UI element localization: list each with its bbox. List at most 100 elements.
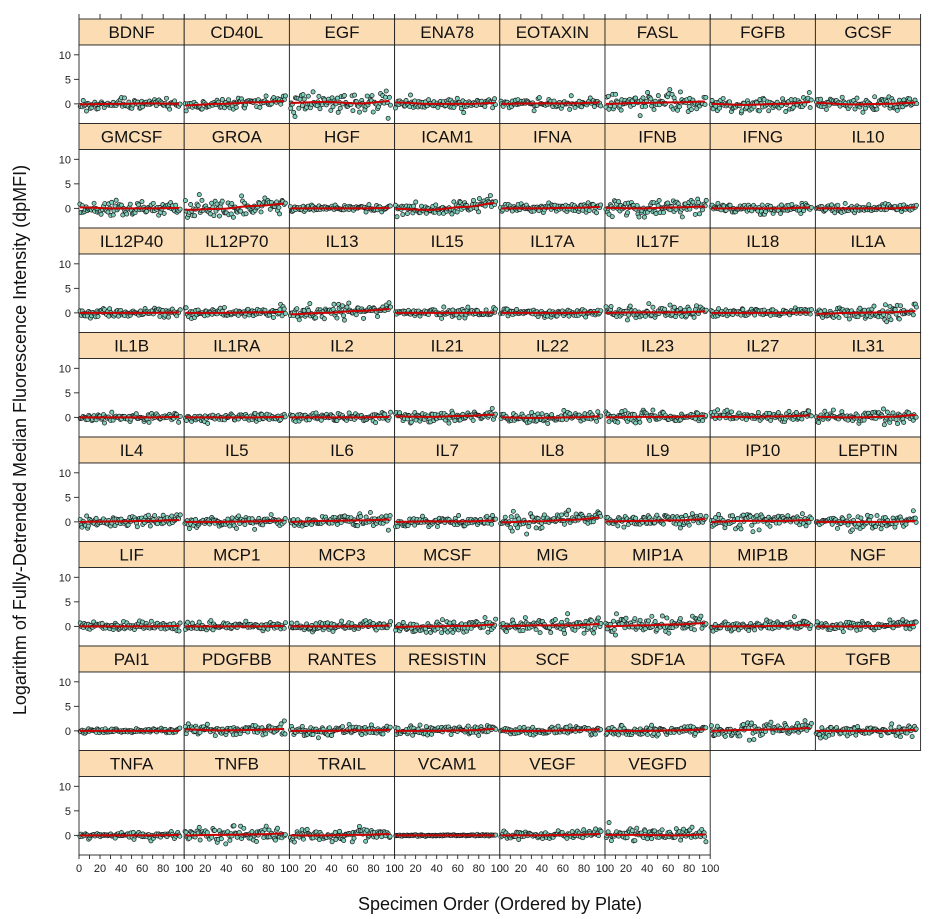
data-point [633, 515, 639, 521]
data-point [623, 615, 629, 621]
data-point [659, 613, 665, 619]
panel: IL18 [708, 227, 816, 333]
data-point [689, 511, 695, 517]
data-point [364, 93, 370, 99]
panel-plot-area [394, 44, 501, 124]
panel: IL22 [498, 332, 606, 438]
data-point [608, 303, 614, 309]
data-point [703, 513, 709, 519]
data-point [564, 617, 570, 623]
smooth-line [711, 206, 811, 210]
data-point [756, 108, 762, 114]
data-point [456, 513, 462, 518]
panel-plot-area [288, 358, 396, 438]
panel: IL2 [287, 332, 396, 438]
data-point [868, 514, 874, 519]
data-point [260, 522, 266, 528]
panel-strip [288, 18, 396, 46]
panel-title: IL22 [536, 337, 569, 356]
data-point [716, 512, 722, 517]
data-point [683, 513, 689, 518]
data-point [621, 524, 627, 530]
data-point [846, 513, 852, 519]
data-point [675, 107, 680, 113]
data-point [724, 407, 730, 413]
panel-plot-area [604, 567, 711, 647]
data-point [268, 512, 274, 518]
data-point [482, 615, 488, 621]
data-point [799, 511, 805, 517]
data-point [145, 512, 151, 518]
data-point [694, 106, 700, 112]
data-point [625, 210, 630, 216]
data-point [373, 420, 379, 426]
data-point [492, 96, 497, 102]
data-point [470, 417, 476, 423]
panel-title: IL6 [330, 441, 354, 460]
data-point [717, 105, 722, 111]
data-point [489, 521, 495, 527]
panel-plot-area [183, 149, 290, 229]
panel: IL17A [498, 227, 606, 333]
data-point [454, 95, 460, 101]
panel-title: GCSF [844, 23, 891, 42]
panel-plot-area [183, 358, 290, 438]
data-point [738, 526, 744, 532]
data-point [779, 202, 784, 208]
data-point [913, 619, 919, 625]
data-point [305, 93, 311, 99]
data-point [755, 409, 761, 415]
data-point [858, 515, 864, 521]
panel: EOTAXIN [498, 18, 606, 124]
data-point [854, 95, 860, 101]
data-point [177, 307, 183, 313]
panel-plot-area [604, 462, 711, 542]
data-point [385, 527, 391, 533]
data-point [642, 214, 647, 220]
data-point [509, 528, 515, 534]
data-point [691, 314, 697, 320]
smooth-line [816, 206, 916, 210]
panel-title: CD40L [210, 23, 263, 42]
data-point [233, 525, 239, 531]
data-point [882, 302, 888, 308]
data-point [433, 202, 439, 208]
data-point [239, 193, 245, 199]
panel: ICAM1 [393, 123, 501, 229]
panel: IL4 [77, 436, 185, 542]
data-point [613, 632, 618, 638]
panel-plot-area [499, 44, 606, 124]
data-point [655, 93, 661, 99]
data-point [313, 410, 319, 416]
data-point [493, 306, 498, 312]
data-point [400, 212, 406, 217]
data-point [450, 307, 456, 313]
data-point [818, 96, 824, 102]
panel: IFNG [708, 123, 816, 229]
data-point [667, 87, 673, 92]
data-point [199, 197, 205, 203]
data-point [352, 92, 357, 98]
data-point [679, 214, 685, 220]
data-point [688, 107, 694, 112]
data-point [720, 96, 726, 101]
data-point [588, 618, 594, 623]
data-point [85, 523, 91, 529]
panel-title: IL31 [851, 337, 884, 356]
panel-plot-area [288, 253, 396, 333]
data-point [533, 627, 539, 633]
data-point [361, 315, 367, 321]
data-point [839, 94, 845, 100]
data-point [545, 421, 551, 426]
data-point [698, 613, 704, 619]
data-point [524, 531, 530, 537]
data-point [493, 616, 499, 622]
data-point [370, 109, 376, 115]
data-point [913, 304, 919, 310]
panel: MCP1 [183, 541, 290, 647]
data-point [358, 514, 364, 519]
data-point [677, 89, 683, 95]
data-point [439, 630, 445, 636]
panel-title: MIG [536, 546, 568, 565]
panel-title: HGF [324, 128, 360, 147]
